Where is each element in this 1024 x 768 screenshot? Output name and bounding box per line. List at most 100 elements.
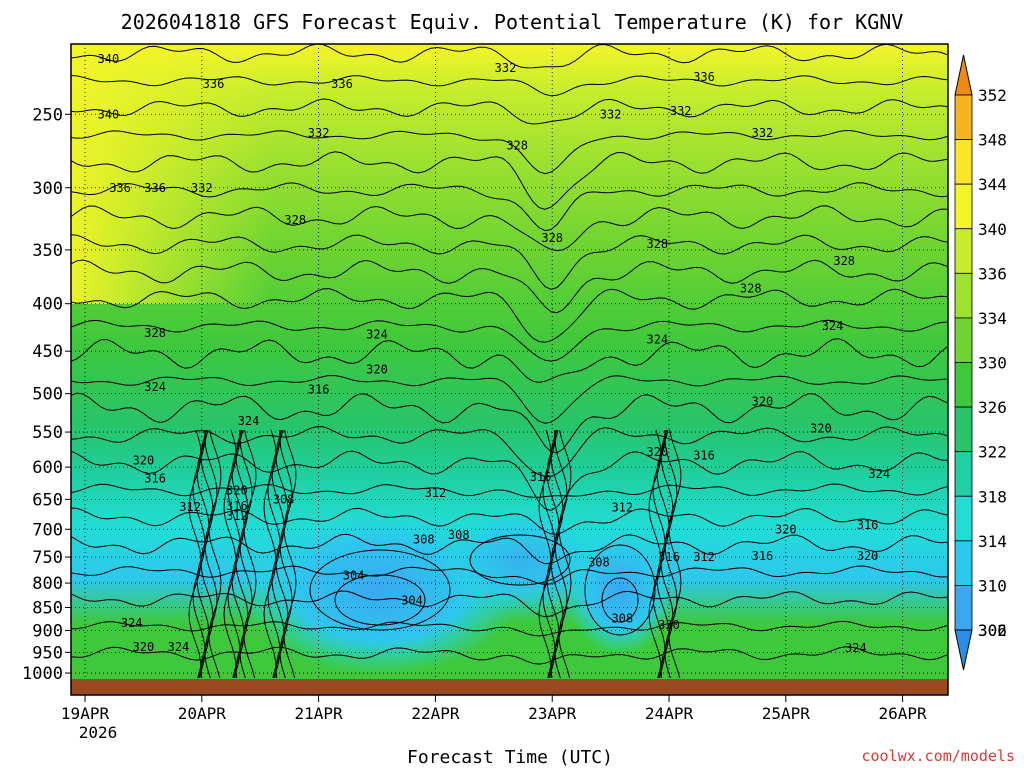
colorbar-swatch xyxy=(954,139,973,185)
contour-line xyxy=(71,319,948,362)
contour-labels: 340 340 336 336 332 336 336 332 332 332 336 332 332 3… xyxy=(98,52,891,655)
contour-label: 308 xyxy=(413,532,435,546)
front-contour xyxy=(223,429,237,679)
contour-cell xyxy=(309,549,451,631)
contour-line xyxy=(71,450,948,511)
contour-line xyxy=(71,620,948,637)
contour-line xyxy=(71,374,948,424)
contour-label: 308 xyxy=(611,612,633,626)
y-tick-label: 550 xyxy=(32,423,63,443)
contour-label: 324 xyxy=(366,328,388,342)
contour-line xyxy=(71,205,948,252)
front-contour xyxy=(558,429,572,679)
plot-area xyxy=(71,44,948,681)
contour-label: 312 xyxy=(425,486,447,500)
contour-label: 328 xyxy=(833,254,855,268)
cool-core-22apr xyxy=(440,505,600,615)
hot-upper-core xyxy=(255,44,495,89)
contour-label: 324 xyxy=(646,332,668,346)
x-tick-label: 23APR xyxy=(528,704,577,723)
contour-label: 308 xyxy=(273,492,295,506)
contour-label: 328 xyxy=(506,138,528,152)
colorbar-label: 334 xyxy=(978,309,1007,328)
front-contour xyxy=(542,429,556,679)
contour-label: 312 xyxy=(611,500,633,514)
y-tick-label: 250 xyxy=(32,105,63,125)
front-contour xyxy=(538,429,552,679)
x-tick-label: 20APR xyxy=(178,704,227,723)
colorbar-label: 352 xyxy=(978,86,1007,105)
front-contour xyxy=(652,429,666,679)
y-tick-label: 350 xyxy=(32,241,63,261)
contour-label: 336 xyxy=(203,77,225,91)
front-contour xyxy=(267,429,281,679)
front-contour xyxy=(243,429,257,679)
contour-label: 324 xyxy=(121,616,143,630)
contour-label: 308 xyxy=(588,555,610,569)
colorbar-swatch xyxy=(954,495,973,542)
contour-label: 312 xyxy=(179,500,201,514)
y-tick-label: 300 xyxy=(32,179,63,199)
credit-link[interactable]: coolwx.com/models xyxy=(861,747,1015,765)
contour-label: 328 xyxy=(541,231,563,245)
y-tick-label: 1000 xyxy=(22,664,63,684)
y-tick-label: 800 xyxy=(32,574,63,594)
contour-label: 320 xyxy=(226,484,248,498)
contour-line xyxy=(71,234,948,290)
contour-label: 340 xyxy=(98,107,120,121)
colorbar-swatch xyxy=(954,406,973,453)
contour-label: 324 xyxy=(168,640,190,654)
warm-upper-region xyxy=(71,44,271,304)
colorbar-label: 322 xyxy=(978,443,1007,462)
contour-label: 308 xyxy=(448,528,470,542)
contour-label: 316 xyxy=(658,550,680,564)
y-tick-label: 700 xyxy=(32,520,63,540)
front-contour xyxy=(664,429,678,679)
y-tick-label: 850 xyxy=(32,599,63,619)
contour-label: 328 xyxy=(646,237,668,251)
front-contour xyxy=(188,429,202,679)
y-tick-label: 900 xyxy=(32,622,63,642)
contour-label: 336 xyxy=(331,77,353,91)
contour-line xyxy=(71,259,948,314)
colorbar-swatch xyxy=(954,362,973,408)
x-tick-label: 26APR xyxy=(879,704,928,723)
front-contour xyxy=(208,429,222,679)
x-axis: 19APR 20APR 21APR 22APR 23APR 24APR 25APR 26APR xyxy=(61,695,927,723)
contour-label: 340 xyxy=(98,52,120,66)
contour-cell xyxy=(601,577,639,623)
contour-label: 316 xyxy=(144,471,166,485)
contour-label: 324 xyxy=(845,641,867,655)
contour-label: 320 xyxy=(133,640,155,654)
contour-label: 320 xyxy=(752,395,774,409)
contour-label: 316 xyxy=(693,449,715,463)
x-year-label: 2026 xyxy=(79,723,118,742)
y-tick-label: 450 xyxy=(32,342,63,362)
front-contour xyxy=(192,429,206,679)
contour-label: 328 xyxy=(284,213,306,227)
y-tick-label: 950 xyxy=(32,643,63,663)
contour-line xyxy=(71,507,948,535)
contour-label: 332 xyxy=(670,104,692,118)
colorbar-bottom-arrow xyxy=(954,629,973,671)
x-tick-label: 19APR xyxy=(61,704,110,723)
contour-line xyxy=(71,44,948,69)
contour-label: 336 xyxy=(109,181,131,195)
colorbar-top-arrow xyxy=(954,54,973,96)
contour-line xyxy=(71,565,948,586)
contour-label: 312 xyxy=(693,550,715,564)
colorbar-label: 348 xyxy=(978,131,1007,150)
colorbar-label: 336 xyxy=(978,264,1007,283)
contour-line xyxy=(71,98,948,125)
y-tick-label: 600 xyxy=(32,458,63,478)
colorbar-swatch xyxy=(954,317,973,363)
colorbar-label: 330 xyxy=(978,354,1007,373)
front-contour xyxy=(279,429,293,679)
contour-line xyxy=(71,130,948,175)
contour-label: 336 xyxy=(693,70,715,84)
contour-label: 320 xyxy=(775,522,797,536)
contour-label: 316 xyxy=(226,499,248,513)
contour-line xyxy=(71,182,948,232)
contour-label: 320 xyxy=(857,549,879,563)
